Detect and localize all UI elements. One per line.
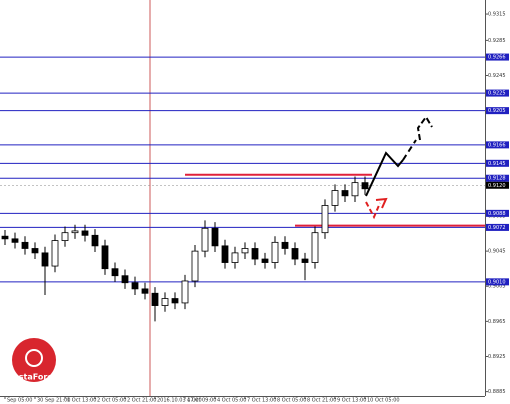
level-label-box <box>486 174 509 182</box>
candle-body <box>241 248 249 254</box>
level-label-box <box>486 209 509 217</box>
y-tick-label: 0.8885 <box>488 389 506 395</box>
candle-body <box>331 190 339 206</box>
level-label: 0.9166 <box>488 142 506 148</box>
logo: InstaForex <box>10 338 59 382</box>
level-label-box <box>486 223 509 231</box>
candle-body <box>321 205 329 234</box>
level-label-box <box>486 89 509 97</box>
level-label: 0.9266 <box>488 55 506 61</box>
level-label-box <box>486 278 509 286</box>
candle-body <box>311 232 319 263</box>
level-label: 0.9128 <box>488 176 506 182</box>
candle-body <box>271 241 279 263</box>
current-price-box <box>486 181 509 189</box>
level-label: 0.9072 <box>488 225 506 231</box>
candle-body <box>61 232 69 241</box>
candle-body <box>41 252 49 267</box>
candle-body <box>31 248 39 254</box>
candle-body <box>201 227 209 252</box>
candle-body <box>91 234 99 247</box>
candle-body <box>211 227 219 247</box>
candle-body <box>11 238 19 243</box>
current-price-label: 0.9120 <box>488 183 506 189</box>
level-label: 0.9145 <box>488 161 506 167</box>
candle-body <box>21 241 29 249</box>
candle-body <box>301 258 309 263</box>
x-tick-label: 2016.10.03 17:00 <box>157 398 202 404</box>
level-label: 0.9010 <box>488 279 506 285</box>
x-tick-label: Sep 05:00 <box>7 398 32 404</box>
level-label-box <box>486 53 509 61</box>
candle-body <box>181 280 189 304</box>
candle-body <box>171 298 179 304</box>
candle-body <box>291 248 299 260</box>
y-tick-label: 0.8965 <box>488 319 506 325</box>
x-tick-label: 2 Oct 05:00 <box>97 398 126 404</box>
candle-body <box>51 240 59 267</box>
x-tick-label: 30 Sep 21:00 <box>37 398 70 404</box>
alt-arrowhead <box>375 197 388 209</box>
y-tick-label: 0.9045 <box>488 249 506 255</box>
candle-body <box>1 235 9 240</box>
candle-body <box>361 182 369 190</box>
y-tick-label: 0.9005 <box>488 284 506 290</box>
x-tick-label: 10 Oct 05:00 <box>367 398 400 404</box>
logo-text: InstaForex <box>10 373 59 382</box>
candle-body <box>161 298 169 306</box>
forecast-path <box>365 151 404 197</box>
level-label-box <box>486 159 509 167</box>
x-tick-label: 4 Oct 05:00 <box>217 398 246 404</box>
candle-body <box>341 190 349 197</box>
x-tick-label: 4 Oct 09:00 <box>187 398 216 404</box>
x-tick-label: 1 Oct 13:00 <box>67 398 96 404</box>
y-tick-label: 0.9285 <box>488 38 506 44</box>
level-label: 0.9225 <box>488 91 506 97</box>
x-tick-label: 9 Oct 13:00 <box>337 398 366 404</box>
logo-circle <box>12 338 56 382</box>
candle-body <box>261 258 269 263</box>
candle-body <box>141 288 149 294</box>
candle-body <box>231 252 239 263</box>
logo-mark <box>25 349 43 367</box>
candle-body <box>281 241 289 249</box>
candle-body <box>131 282 139 290</box>
x-tick-label: 2 Oct 21:00 <box>127 398 156 404</box>
y-tick-label: 0.9245 <box>488 73 506 79</box>
candle-body <box>71 230 79 234</box>
level-label: 0.9205 <box>488 108 506 114</box>
x-tick-label: 8 Oct 05:00 <box>277 398 306 404</box>
forecast-arrows <box>365 115 433 220</box>
forecast-dashed <box>402 139 417 161</box>
level-label-box <box>486 107 509 115</box>
candle-body <box>121 275 129 284</box>
candle-body <box>351 182 359 197</box>
candle-body <box>251 248 259 260</box>
y-tick-label: 0.8925 <box>488 354 506 360</box>
candle-body <box>191 250 199 282</box>
alt-path <box>365 201 381 220</box>
forecast-arrowhead <box>416 115 433 141</box>
candle-body <box>101 245 109 270</box>
y-tick-label: 0.9315 <box>488 12 506 18</box>
candle-body <box>111 268 119 277</box>
candle-body <box>221 245 229 263</box>
x-tick-label: 7 Oct 13:00 <box>247 398 276 404</box>
level-label: 0.9088 <box>488 211 506 217</box>
x-tick-label: 8 Oct 21:00 <box>307 398 336 404</box>
candle-body <box>151 292 159 306</box>
level-label-box <box>486 141 509 149</box>
candle-body <box>81 230 89 236</box>
